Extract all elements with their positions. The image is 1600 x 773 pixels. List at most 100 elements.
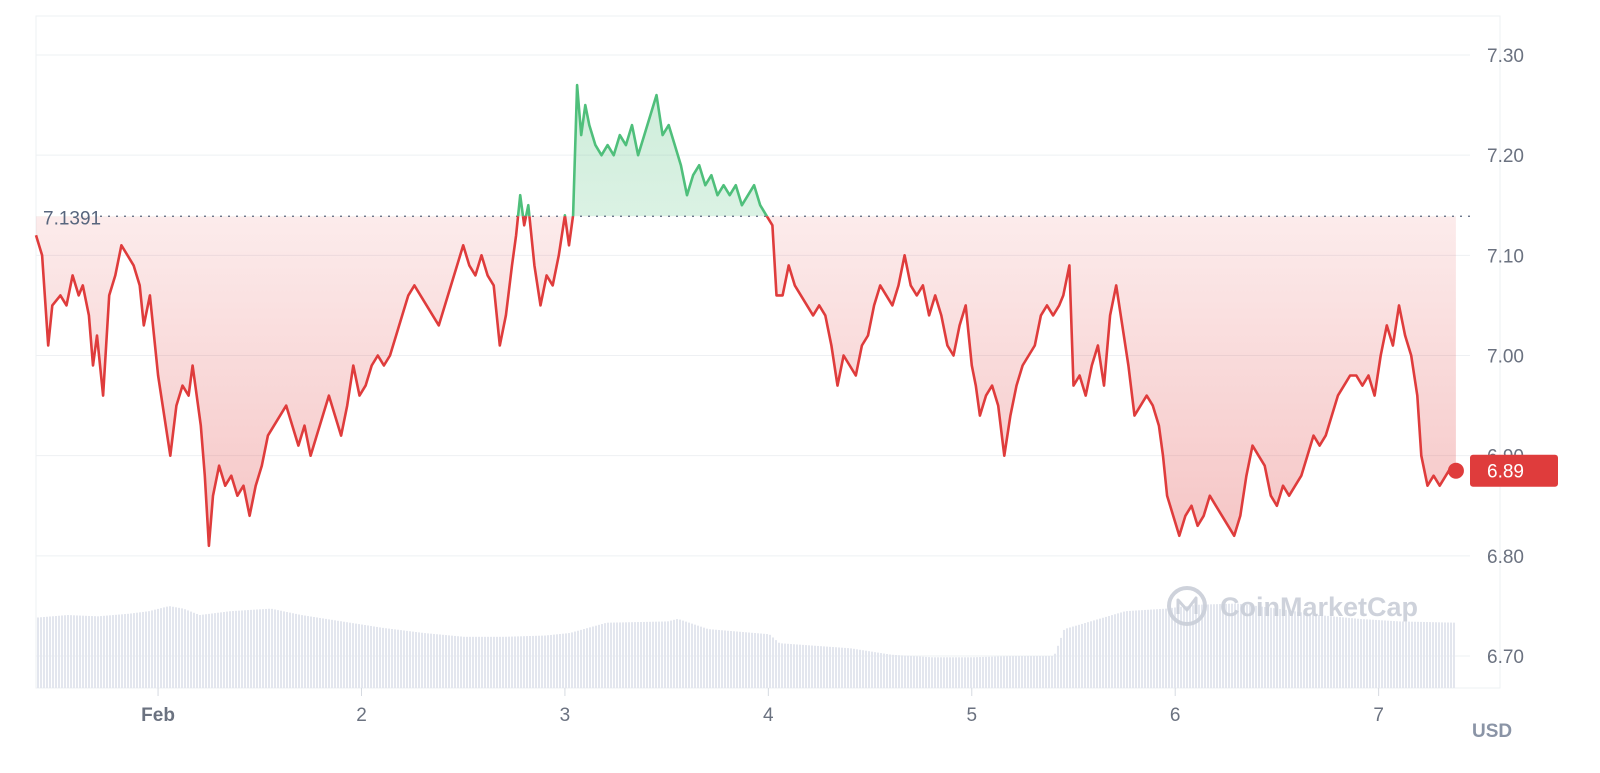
- volume-bar: [1354, 618, 1356, 688]
- volume-bar: [712, 629, 714, 688]
- volume-bar: [217, 612, 219, 688]
- volume-bar: [700, 626, 702, 688]
- volume-bar: [40, 617, 42, 688]
- volume-bar: [514, 636, 516, 688]
- volume-bar: [1168, 608, 1170, 688]
- volume-bar: [667, 621, 669, 688]
- volume-bar: [163, 607, 165, 688]
- y-tick-label: 6.80: [1487, 547, 1524, 568]
- volume-bar: [1453, 622, 1455, 688]
- volume-bar: [1321, 615, 1323, 688]
- volume-bar: [886, 654, 888, 688]
- volume-bar: [157, 608, 159, 688]
- volume-bar: [529, 636, 531, 688]
- volume-bar: [1129, 610, 1131, 688]
- volume-bar: [1048, 656, 1050, 688]
- volume-bar: [1399, 621, 1401, 688]
- volume-bar: [55, 616, 57, 688]
- volume-bar: [739, 631, 741, 688]
- volume-bar: [499, 636, 501, 688]
- volume-bar: [1009, 656, 1011, 688]
- volume-bar: [430, 633, 432, 688]
- volume-bar: [721, 630, 723, 688]
- volume-bar: [340, 621, 342, 688]
- volume-bar: [883, 653, 885, 688]
- volume-bar: [943, 657, 945, 688]
- volume-bar: [691, 623, 693, 688]
- volume-bar: [835, 647, 837, 688]
- volume-bar: [754, 633, 756, 688]
- volume-bar: [649, 621, 651, 688]
- volume-bar: [448, 635, 450, 688]
- volume-bar: [745, 632, 747, 688]
- volume-bar: [1045, 656, 1047, 688]
- volume-bar: [1318, 615, 1320, 688]
- volume-bar: [520, 636, 522, 688]
- volume-bar: [1297, 611, 1299, 688]
- volume-bar: [1093, 620, 1095, 688]
- volume-bar: [1447, 622, 1449, 688]
- volume-bar: [847, 648, 849, 688]
- volume-bar: [337, 620, 339, 688]
- volume-bar: [658, 621, 660, 688]
- volume-bar: [688, 622, 690, 688]
- volume-bar: [1120, 612, 1122, 688]
- volume-bar: [283, 611, 285, 688]
- volume-bar: [1024, 656, 1026, 688]
- volume-bar: [1357, 618, 1359, 688]
- volume-bar: [898, 655, 900, 688]
- volume-bar: [1366, 619, 1368, 688]
- volume-bar: [862, 650, 864, 688]
- volume-bar: [910, 655, 912, 688]
- volume-bar: [1435, 622, 1437, 688]
- volume-bar: [1267, 607, 1269, 688]
- volume-bar: [544, 635, 546, 688]
- volume-bar: [487, 636, 489, 688]
- volume-bar: [643, 621, 645, 688]
- volume-bar: [1126, 611, 1128, 688]
- current-price-label: 6.89: [1487, 462, 1524, 483]
- volume-bar: [586, 628, 588, 688]
- volume-bar: [178, 607, 180, 688]
- volume-bar: [1177, 607, 1179, 688]
- volume-bar: [196, 613, 198, 688]
- volume-bar: [61, 615, 63, 688]
- volume-bar: [220, 612, 222, 688]
- volume-bar: [124, 614, 126, 688]
- volume-bar: [1081, 623, 1083, 688]
- volume-bar: [421, 632, 423, 688]
- volume-bar: [91, 616, 93, 688]
- volume-bar: [940, 657, 942, 688]
- volume-bar: [94, 616, 96, 688]
- volume-bar: [334, 620, 336, 688]
- currency-unit-label: USD: [1472, 721, 1512, 742]
- volume-bar: [406, 630, 408, 688]
- volume-bar: [1306, 613, 1308, 688]
- volume-bar: [901, 655, 903, 688]
- volume-bar: [685, 621, 687, 688]
- volume-bar: [310, 616, 312, 688]
- volume-bar: [580, 629, 582, 688]
- volume-bar: [1393, 621, 1395, 688]
- volume-bar: [634, 622, 636, 688]
- volume-bar: [952, 657, 954, 688]
- volume-bar: [535, 635, 537, 688]
- y-tick-label: 7.00: [1487, 347, 1524, 368]
- volume-bar: [1072, 626, 1074, 688]
- volume-bar: [937, 657, 939, 688]
- volume-bar: [436, 634, 438, 688]
- volume-bar: [1060, 637, 1062, 688]
- volume-bar: [46, 616, 48, 688]
- volume-bar: [1138, 610, 1140, 688]
- volume-bar: [478, 636, 480, 688]
- volume-bar: [1252, 605, 1254, 688]
- volume-bar: [463, 636, 465, 688]
- volume-bar: [1057, 645, 1059, 688]
- volume-bar: [1141, 610, 1143, 688]
- volume-bar: [1150, 609, 1152, 688]
- volume-bar: [1423, 621, 1425, 688]
- volume-bar: [895, 655, 897, 688]
- volume-bar: [1240, 603, 1242, 688]
- volume-bar: [1378, 620, 1380, 688]
